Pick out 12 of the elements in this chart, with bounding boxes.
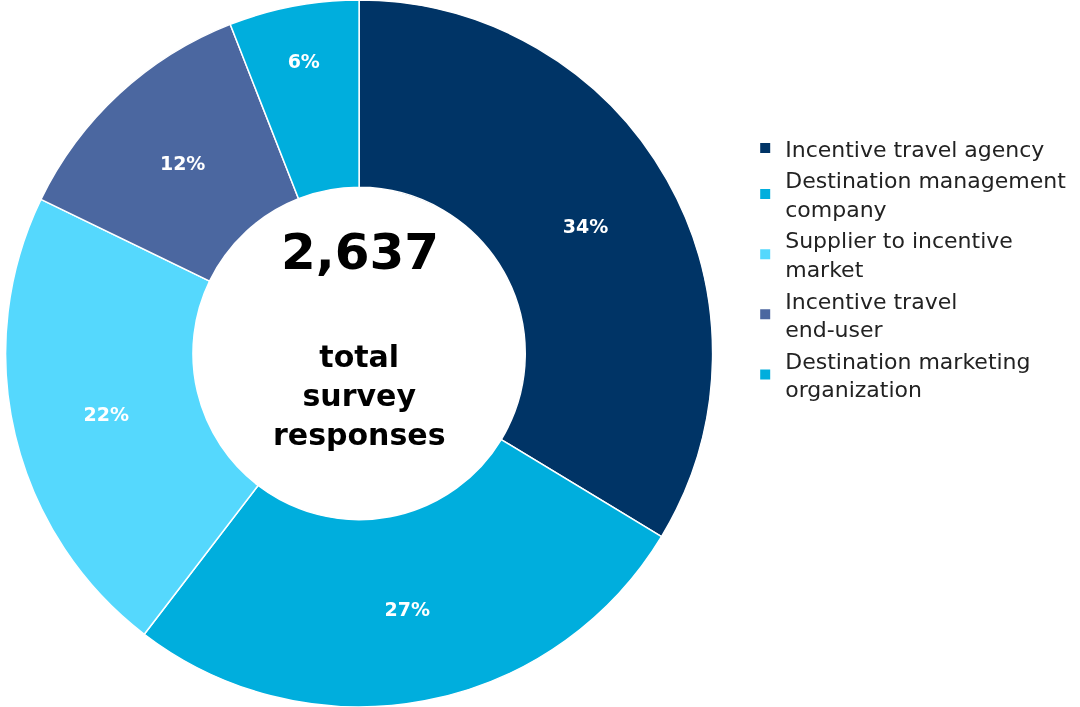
data-label: 34% xyxy=(562,214,609,237)
data-label: 12% xyxy=(159,151,206,174)
text: 2,637 xyxy=(281,223,440,281)
data-label: 6% xyxy=(287,49,320,72)
legend-label: Supplier to incentive market xyxy=(785,228,1013,283)
legend-label: Destination marketing organization xyxy=(785,348,1031,403)
text: total survey responses xyxy=(273,339,446,452)
legend-label: Incentive travel end-user xyxy=(785,288,958,343)
data-label: 22% xyxy=(83,402,130,425)
legend-label: Destination management company xyxy=(785,168,1067,222)
data-label: 27% xyxy=(384,597,431,620)
legend-label: Incentive travel agency xyxy=(785,136,1045,162)
